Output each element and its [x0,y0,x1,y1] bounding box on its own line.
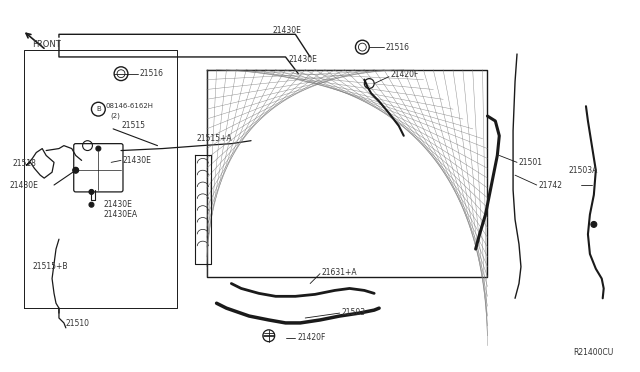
Text: 21516: 21516 [140,69,164,78]
Text: 21515+A: 21515+A [197,134,232,143]
Circle shape [89,202,94,207]
Text: 21430E: 21430E [10,180,38,189]
Text: 21420F: 21420F [391,70,419,79]
Text: FRONT: FRONT [33,40,61,49]
Text: (2): (2) [110,113,120,119]
Text: 21503A: 21503A [568,166,598,175]
Text: 21510: 21510 [66,320,90,328]
Circle shape [591,221,597,227]
Text: 21430E: 21430E [103,200,132,209]
Text: 21501: 21501 [519,158,543,167]
Text: 21515: 21515 [121,121,145,131]
Text: 21430E: 21430E [123,156,152,165]
Text: 21631+A: 21631+A [322,268,358,277]
Text: 21742: 21742 [539,180,563,189]
Text: 21430E: 21430E [273,26,301,35]
Circle shape [96,146,101,151]
Circle shape [73,168,78,173]
Text: B: B [96,106,100,112]
Circle shape [73,167,79,173]
Text: 08146-6162H: 08146-6162H [105,103,153,109]
Text: 21518: 21518 [13,159,36,168]
Text: R21400CU: R21400CU [573,349,614,357]
Text: 21430E: 21430E [289,55,317,64]
Text: 21430EA: 21430EA [103,210,138,219]
Text: 21516: 21516 [386,43,410,52]
Text: 21420F: 21420F [298,333,326,342]
Text: 21503: 21503 [342,308,366,317]
Text: 21515+B: 21515+B [33,262,68,271]
Circle shape [89,189,94,195]
